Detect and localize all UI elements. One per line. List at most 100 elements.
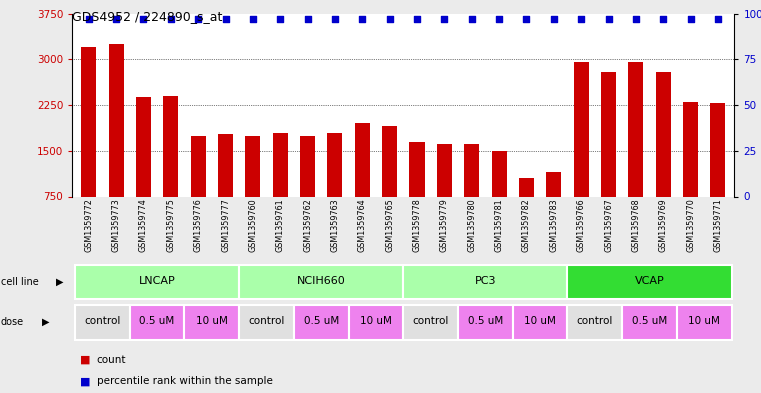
Text: 0.5 uM: 0.5 uM: [304, 316, 339, 327]
Text: GSM1359779: GSM1359779: [440, 198, 449, 252]
Text: GSM1359774: GSM1359774: [139, 198, 148, 252]
Bar: [164, 96, 178, 196]
Point: [630, 16, 642, 22]
Text: GSM1359767: GSM1359767: [604, 198, 613, 252]
Text: GSM1359783: GSM1359783: [549, 198, 559, 252]
Bar: [184, 305, 239, 340]
Bar: [568, 305, 622, 340]
Text: percentile rank within the sample: percentile rank within the sample: [97, 376, 272, 386]
Text: 0.5 uM: 0.5 uM: [468, 316, 503, 327]
Text: 0.5 uM: 0.5 uM: [139, 316, 175, 327]
Bar: [136, 97, 151, 196]
Point: [575, 16, 587, 22]
Point: [329, 16, 341, 22]
Text: ■: ■: [80, 354, 91, 365]
Text: GSM1359781: GSM1359781: [495, 198, 504, 252]
Point: [603, 16, 615, 22]
Bar: [601, 72, 616, 196]
Point: [301, 16, 314, 22]
Bar: [239, 265, 403, 299]
Bar: [403, 305, 458, 340]
Text: cell line: cell line: [1, 277, 39, 287]
Text: ▶: ▶: [42, 317, 49, 327]
Bar: [272, 132, 288, 196]
Point: [411, 16, 423, 22]
Text: LNCAP: LNCAP: [139, 276, 176, 286]
Text: VCAP: VCAP: [635, 276, 664, 286]
Bar: [683, 102, 698, 196]
Text: ▶: ▶: [56, 277, 63, 287]
Text: GSM1359773: GSM1359773: [112, 198, 120, 252]
Point: [164, 16, 177, 22]
Text: control: control: [248, 316, 285, 327]
Point: [658, 16, 670, 22]
Bar: [294, 305, 349, 340]
Point: [356, 16, 368, 22]
Bar: [109, 44, 123, 196]
Point: [192, 16, 204, 22]
Bar: [409, 141, 425, 196]
Bar: [300, 136, 315, 196]
Bar: [622, 305, 677, 340]
Bar: [403, 265, 568, 299]
Text: GSM1359777: GSM1359777: [221, 198, 230, 252]
Text: 10 uM: 10 uM: [524, 316, 556, 327]
Bar: [677, 305, 731, 340]
Bar: [190, 136, 205, 196]
Text: 10 uM: 10 uM: [689, 316, 720, 327]
Bar: [546, 172, 562, 196]
Text: 10 uM: 10 uM: [360, 316, 392, 327]
Bar: [81, 47, 96, 196]
Bar: [355, 123, 370, 196]
Text: GSM1359765: GSM1359765: [385, 198, 394, 252]
Bar: [382, 127, 397, 196]
Bar: [574, 62, 589, 196]
Text: GSM1359761: GSM1359761: [275, 198, 285, 252]
Bar: [629, 62, 643, 196]
Bar: [519, 178, 534, 196]
Text: GSM1359775: GSM1359775: [167, 198, 175, 252]
Text: GSM1359762: GSM1359762: [303, 198, 312, 252]
Text: PC3: PC3: [475, 276, 496, 286]
Text: GSM1359782: GSM1359782: [522, 198, 531, 252]
Text: control: control: [84, 316, 120, 327]
Point: [466, 16, 478, 22]
Text: ■: ■: [80, 376, 91, 386]
Text: GSM1359776: GSM1359776: [193, 198, 202, 252]
Bar: [75, 265, 239, 299]
Text: GSM1359772: GSM1359772: [84, 198, 93, 252]
Text: GSM1359764: GSM1359764: [358, 198, 367, 252]
Point: [137, 16, 149, 22]
Point: [712, 16, 724, 22]
Bar: [327, 132, 342, 196]
Text: GSM1359770: GSM1359770: [686, 198, 695, 252]
Point: [247, 16, 259, 22]
Point: [274, 16, 286, 22]
Bar: [492, 151, 507, 196]
Point: [548, 16, 560, 22]
Bar: [711, 103, 725, 196]
Point: [521, 16, 533, 22]
Bar: [464, 143, 479, 196]
Bar: [349, 305, 403, 340]
Bar: [75, 305, 129, 340]
Bar: [513, 305, 568, 340]
Text: GSM1359771: GSM1359771: [714, 198, 722, 252]
Text: GSM1359778: GSM1359778: [412, 198, 422, 252]
Bar: [239, 305, 294, 340]
Bar: [218, 134, 233, 196]
Bar: [129, 305, 184, 340]
Point: [684, 16, 696, 22]
Point: [110, 16, 123, 22]
Point: [493, 16, 505, 22]
Bar: [656, 72, 670, 196]
Text: GSM1359763: GSM1359763: [330, 198, 339, 252]
Text: GSM1359780: GSM1359780: [467, 198, 476, 252]
Text: 0.5 uM: 0.5 uM: [632, 316, 667, 327]
Text: 10 uM: 10 uM: [196, 316, 228, 327]
Text: GSM1359766: GSM1359766: [577, 198, 586, 252]
Text: control: control: [412, 316, 449, 327]
Text: GSM1359768: GSM1359768: [632, 198, 640, 252]
Bar: [458, 305, 513, 340]
Point: [384, 16, 396, 22]
